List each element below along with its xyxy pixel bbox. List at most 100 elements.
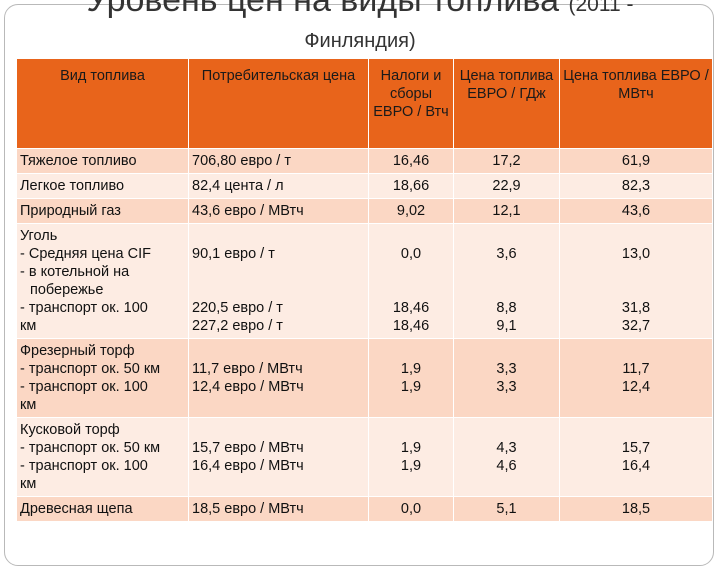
- cell-line: 8,8: [496, 300, 517, 316]
- cell-fuel-type: Кусковой торф - транспорт ок. 50 км - тран…: [16, 417, 189, 497]
- cell-line: Кусковой торф: [20, 422, 120, 438]
- cell-line: 9,02: [396, 203, 426, 219]
- cell-line: 227,2 евро / т: [192, 318, 283, 334]
- cell-taxes: 1,9 1,9: [368, 338, 454, 418]
- cell-line: 11,7: [622, 361, 650, 377]
- cell-line: [192, 263, 365, 281]
- cell-line: 12,4: [621, 379, 651, 395]
- cell-price-gj: 4,3 4,6: [453, 417, 560, 497]
- cell-line: - транспорт ок. 100: [20, 379, 148, 395]
- cell-line: 82,3: [621, 178, 651, 194]
- header-taxes: Налоги и сборы ЕВРО / Втч: [368, 58, 454, 149]
- header-fuel-type: Вид топлива: [16, 58, 189, 149]
- cell-taxes: 1,9 1,9: [368, 417, 454, 497]
- cell-consumer-price: 82,4 цента / л: [188, 173, 369, 199]
- cell-line: 90,1 евро / т: [192, 246, 275, 262]
- cell-line: - транспорт ок. 100: [20, 300, 148, 316]
- cell-line: - транспорт ок. 50 км: [20, 440, 161, 456]
- cell-line: Тяжелое топливо: [20, 153, 137, 169]
- cell-line: [563, 227, 709, 245]
- cell-price-mwh: 15,7 16,4: [559, 417, 713, 497]
- cell-line: 18,66: [392, 178, 430, 194]
- cell-consumer-price: 18,5 евро / МВтч: [188, 496, 369, 522]
- cell-line: 18,5: [621, 501, 651, 517]
- cell-consumer-price: 43,6 евро / МВтч: [188, 198, 369, 224]
- cell-consumer-price: 15,7 евро / МВтч 16,4 евро / МВтч: [188, 417, 369, 497]
- cell-line: - Средняя цена CIF: [20, 246, 152, 262]
- table-row: Тяжелое топливо 706,80 евро / т 16,46 17,2 6…: [16, 148, 713, 174]
- cell-line: [192, 342, 365, 360]
- cell-price-gj: 22,9: [453, 173, 560, 199]
- cell-line: 15,7: [621, 440, 651, 456]
- table-header-row: Вид топлива Потребительская цена Налоги …: [16, 58, 713, 149]
- cell-line: [192, 421, 365, 439]
- cell-price-gj: 12,1: [453, 198, 560, 224]
- cell-line: 0,0: [400, 246, 422, 262]
- table-row: Кусковой торф - транспорт ок. 50 км - тран…: [16, 417, 713, 497]
- cell-line: [372, 421, 450, 439]
- cell-taxes: 0,0: [368, 496, 454, 522]
- cell-line: [457, 263, 556, 281]
- cell-price-mwh: 43,6: [559, 198, 713, 224]
- cell-line: - в котельной на: [20, 264, 130, 280]
- cell-line: 13,0: [621, 246, 651, 262]
- cell-line: км: [20, 476, 37, 492]
- cell-line: 16,4 евро / МВтч: [192, 458, 304, 474]
- cell-price-gj: 5,1: [453, 496, 560, 522]
- cell-price-mwh: 61,9: [559, 148, 713, 174]
- cell-price-gj: 3,6 8,8 9,1: [453, 223, 560, 339]
- title-main-text: Уровень цен на виды топлива: [86, 0, 560, 19]
- slide-subtitle: Финляндия): [304, 30, 416, 52]
- cell-line: [563, 421, 709, 439]
- cell-line: 31,8: [621, 300, 651, 316]
- title-year-part: (2011 -: [568, 0, 634, 16]
- cell-line: 17,2: [492, 153, 521, 169]
- cell-price-mwh: 13,0 31,8 32,7: [559, 223, 713, 339]
- cell-line: Древесная щепа: [20, 501, 133, 517]
- cell-line: 4,6: [496, 458, 517, 474]
- cell-line: 18,46: [392, 300, 430, 316]
- cell-line: 1,9: [400, 458, 422, 474]
- cell-price-mwh: 18,5: [559, 496, 713, 522]
- cell-line: [192, 227, 365, 245]
- cell-fuel-type: Природный газ: [16, 198, 189, 224]
- cell-line: [563, 342, 709, 360]
- cell-line: Фрезерный торф: [20, 343, 135, 359]
- fuel-price-table: Вид топлива Потребительская цена Налоги …: [16, 58, 713, 522]
- cell-line: 3,3: [496, 361, 517, 377]
- cell-taxes: 16,46: [368, 148, 454, 174]
- cell-line: 43,6 евро / МВтч: [192, 203, 304, 219]
- cell-line: 3,3: [496, 379, 517, 395]
- cell-line: 1,9: [400, 361, 422, 377]
- cell-line: 11,7 евро / МВтч: [192, 361, 303, 377]
- cell-line: [372, 263, 450, 281]
- cell-line: 61,9: [621, 153, 651, 169]
- cell-line: 18,5 евро / МВтч: [192, 501, 304, 517]
- cell-consumer-price: 11,7 евро / МВтч 12,4 евро / МВтч: [188, 338, 369, 418]
- cell-line: км: [20, 397, 37, 413]
- cell-line: 12,1: [492, 203, 521, 219]
- cell-line: 16,4: [621, 458, 651, 474]
- cell-line: 16,46: [392, 153, 430, 169]
- cell-line: 22,9: [492, 178, 521, 194]
- cell-price-gj: 17,2: [453, 148, 560, 174]
- cell-line: [372, 342, 450, 360]
- cell-line: 3,6: [496, 246, 517, 262]
- cell-line: [192, 281, 365, 299]
- cell-line: 5,1: [496, 501, 517, 517]
- table-row: Уголь - Средняя цена CIF - в котельной на п…: [16, 223, 713, 339]
- header-price-mwh: Цена топлива ЕВРО / МВтч: [559, 58, 713, 149]
- cell-line: 4,3: [496, 440, 517, 456]
- slide-title: Уровень цен на виды топлива (2011 -: [0, 0, 720, 25]
- cell-price-gj: 3,3 3,3: [453, 338, 560, 418]
- cell-line: 1,9: [400, 379, 422, 395]
- cell-fuel-type: Уголь - Средняя цена CIF - в котельной на п…: [16, 223, 189, 339]
- cell-line: побережье: [30, 282, 104, 298]
- cell-line: - транспорт ок. 100: [20, 458, 148, 474]
- table-row: Легкое топливо 82,4 цента / л 18,66 22,9 82,…: [16, 173, 713, 199]
- cell-line: Легкое топливо: [20, 178, 125, 194]
- cell-line: 18,46: [392, 318, 430, 334]
- cell-consumer-price: 90,1 евро / т 220,5 евро / т 227,2 евро /…: [188, 223, 369, 339]
- cell-consumer-price: 706,80 евро / т: [188, 148, 369, 174]
- header-price-gj: Цена топлива ЕВРО / ГДж: [453, 58, 560, 149]
